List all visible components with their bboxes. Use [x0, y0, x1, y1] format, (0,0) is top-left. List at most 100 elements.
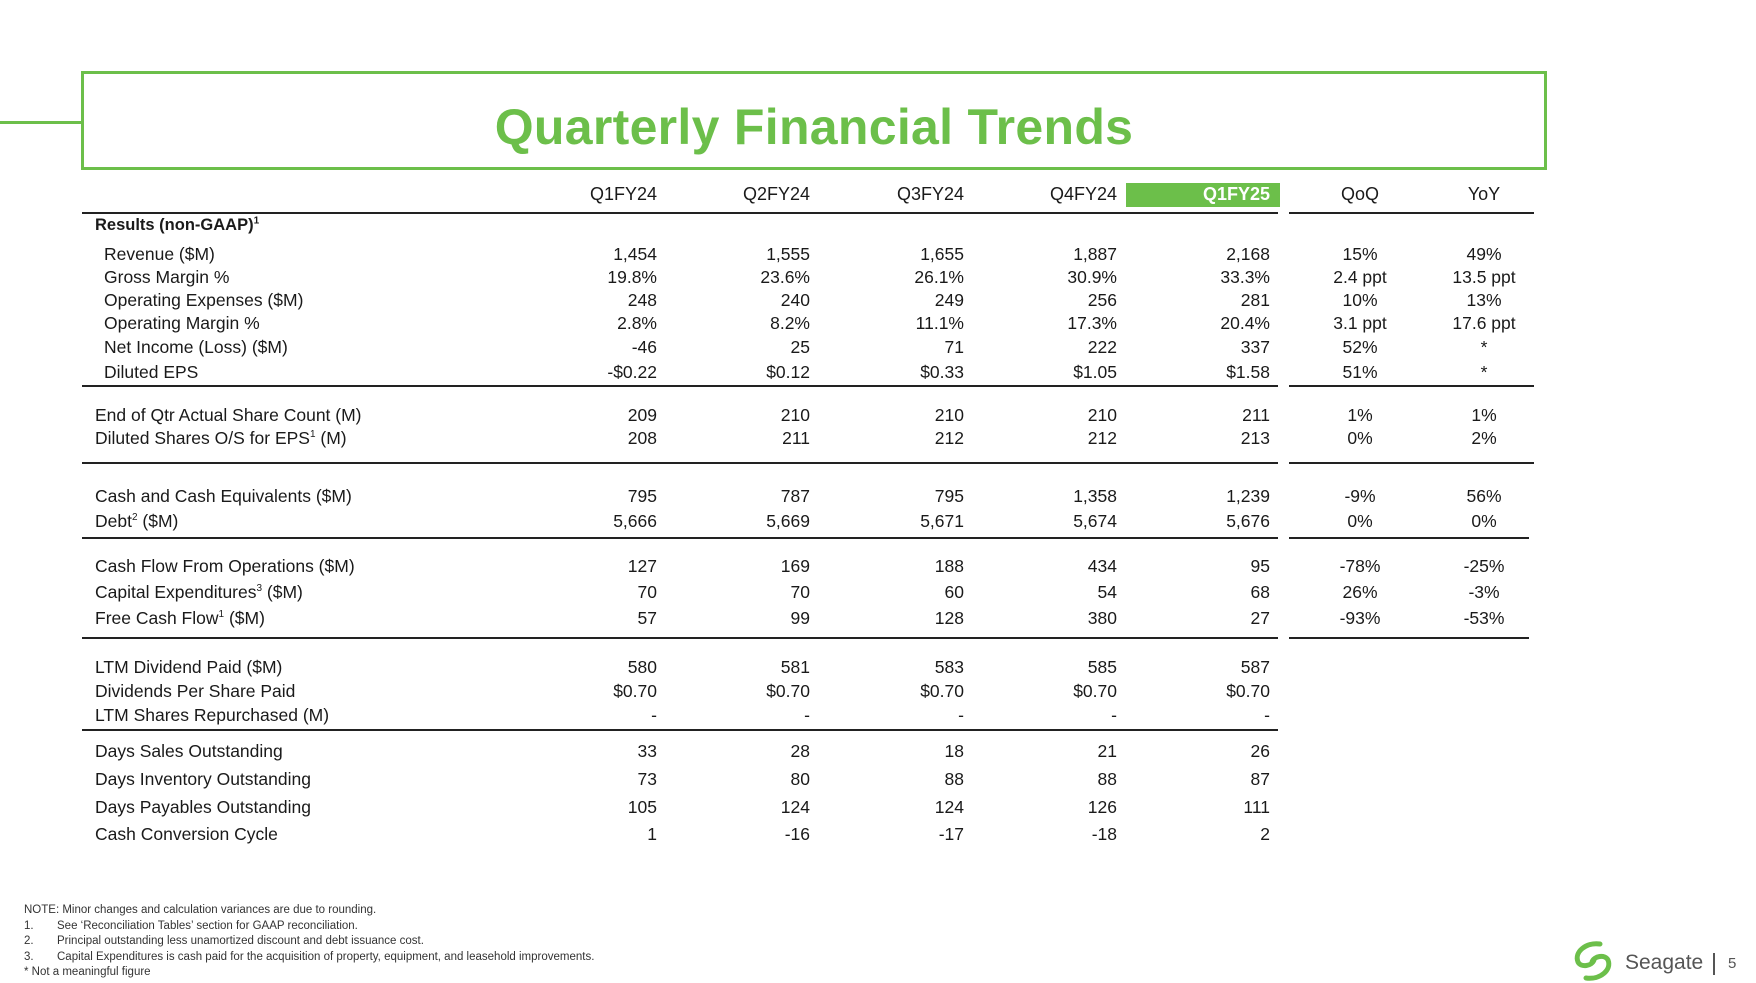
table-cell: 1,358 — [1073, 486, 1117, 506]
row-label-text: Days Sales Outstanding — [95, 741, 283, 761]
footnote-item: 2. Principal outstanding less unamortized… — [24, 935, 424, 947]
table-cell: 222 — [1087, 337, 1117, 357]
highlight-column-header: Q1FY25 — [1126, 183, 1280, 207]
table-cell: 581 — [780, 657, 810, 677]
table-cell: 2,168 — [1226, 244, 1270, 264]
table-cell: 88 — [1097, 769, 1117, 789]
column-header: Q1FY24 — [589, 184, 657, 204]
table-cell: 1,239 — [1226, 486, 1270, 506]
row-label: Diluted EPS — [104, 362, 198, 382]
table-cell: 25 — [790, 337, 810, 357]
qoq-cell: 51% — [1342, 362, 1378, 382]
yoy-cell: 0% — [1471, 511, 1497, 531]
yoy-cell: * — [1480, 337, 1488, 357]
row-label: Operating Expenses ($M) — [104, 290, 303, 310]
table-cell: 380 — [1087, 608, 1117, 628]
table-cell: 209 — [627, 405, 657, 425]
table-cell: 21 — [1097, 741, 1117, 761]
column-header-qoq: QoQ — [1340, 184, 1379, 204]
column-header: Q1FY25 — [1202, 184, 1270, 204]
table-cell: 5,676 — [1226, 511, 1270, 531]
table-cell: $0.33 — [920, 362, 964, 382]
qoq-cell: 52% — [1342, 337, 1378, 357]
qoq-cell: 0% — [1347, 428, 1373, 448]
table-cell: 795 — [627, 486, 657, 506]
table-cell: 210 — [780, 405, 810, 425]
footnote-item: 1. See ‘Reconciliation Tables’ section fo… — [24, 919, 358, 932]
row-label-text: Revenue ($M) — [104, 244, 215, 264]
row-label-text: Capital Expenditures — [95, 582, 257, 602]
title-accent-line — [0, 121, 82, 124]
table-cell: 583 — [934, 657, 964, 677]
table-cell: 337 — [1240, 337, 1270, 357]
yoy-cell: 1% — [1471, 405, 1497, 425]
column-header: Q2FY24 — [742, 184, 810, 204]
table-cell: 169 — [780, 556, 810, 576]
table-cell: 33 — [637, 741, 657, 761]
table-cell: 1,655 — [920, 244, 964, 264]
table-cell: $0.70 — [766, 681, 810, 701]
table-cell: 23.6% — [760, 267, 810, 287]
row-label-text: Debt — [95, 511, 132, 531]
table-cell: 60 — [944, 582, 964, 602]
yoy-cell: 17.6 ppt — [1452, 313, 1516, 333]
table-cell: 2.8% — [617, 313, 657, 333]
row-label: Capital Expenditures3 ($M) — [95, 582, 303, 602]
table-cell: 68 — [1250, 582, 1270, 602]
table-cell: 33.3% — [1220, 267, 1270, 287]
table-cell: -18 — [1091, 824, 1117, 844]
footnote-note: NOTE: Minor changes and calculation vari… — [24, 904, 377, 916]
table-cell: 18 — [944, 741, 964, 761]
table-cell: 248 — [627, 290, 657, 310]
row-label-text: Gross Margin % — [104, 267, 230, 287]
row-label-text: Operating Expenses ($M) — [104, 290, 304, 310]
table-cell: 73 — [637, 769, 657, 789]
row-label-text: Free Cash Flow — [95, 608, 219, 628]
table-cell: 54 — [1097, 582, 1117, 602]
table-cell: 210 — [934, 405, 964, 425]
section-divider — [82, 212, 1278, 214]
row-label: Days Sales Outstanding — [95, 741, 283, 761]
table-cell: 26.1% — [914, 267, 964, 287]
footnote-ref: 1 — [309, 429, 316, 441]
row-label-text: Cash Conversion Cycle — [95, 824, 278, 844]
row-label: End of Qtr Actual Share Count (M) — [95, 405, 362, 425]
yoy-cell: 56% — [1466, 486, 1502, 506]
brand-name: Seagate — [1625, 951, 1704, 974]
row-label-text: Days Payables Outstanding — [95, 797, 311, 817]
table-cell: 111 — [1243, 797, 1270, 817]
column-header-yoy: YoY — [1467, 184, 1501, 204]
table-cell: 99 — [790, 608, 810, 628]
row-label-text: Days Inventory Outstanding — [95, 769, 311, 789]
qoq-cell: 2.4 ppt — [1333, 267, 1387, 287]
table-cell: $0.70 — [920, 681, 964, 701]
section-divider — [1289, 385, 1534, 387]
table-cell: - — [1111, 705, 1117, 725]
table-cell: $1.05 — [1073, 362, 1117, 382]
table-cell: 1,887 — [1073, 244, 1117, 264]
section-divider — [1289, 212, 1534, 214]
row-label: Cash and Cash Equivalents ($M) — [95, 486, 352, 506]
table-cell: 128 — [934, 608, 964, 628]
row-label-text: End of Qtr Actual Share Count (M) — [95, 405, 362, 425]
footnote-ref: 1 — [253, 215, 260, 227]
table-cell: 5,671 — [920, 511, 964, 531]
table-cell: 795 — [934, 486, 964, 506]
table-cell: 213 — [1240, 428, 1270, 448]
table-cell: 580 — [627, 657, 657, 677]
row-label-unit: ($M) — [137, 511, 179, 531]
table-cell: 11.1% — [915, 313, 964, 333]
yoy-cell: 2% — [1471, 428, 1497, 448]
footer-separator — [1713, 953, 1715, 975]
row-label: Net Income (Loss) ($M) — [104, 337, 288, 357]
row-label: Cash Conversion Cycle — [95, 824, 278, 844]
yoy-cell: 49% — [1466, 244, 1502, 264]
page-number: 5 — [1728, 955, 1737, 972]
table-cell: 95 — [1250, 556, 1270, 576]
table-cell: 249 — [934, 290, 964, 310]
yoy-cell: * — [1480, 362, 1488, 382]
row-label: LTM Dividend Paid ($M) — [95, 657, 282, 677]
table-cell: 28 — [790, 741, 810, 761]
qoq-cell: 1% — [1347, 405, 1373, 425]
table-cell: -46 — [631, 337, 657, 357]
